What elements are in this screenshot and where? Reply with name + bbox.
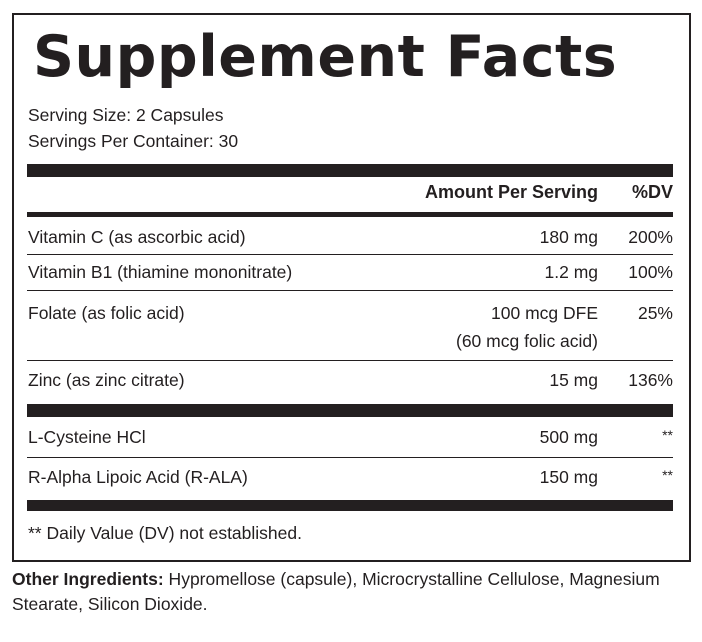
serving-size: Serving Size: 2 Capsules xyxy=(28,105,224,125)
nutrient-dv: 100% xyxy=(628,262,673,282)
nutrient-amount: 15 mg xyxy=(549,370,598,390)
row-divider xyxy=(27,457,673,458)
nutrient-dv: 136% xyxy=(628,370,673,390)
nutrient-name: L-Cysteine HCl xyxy=(28,427,146,447)
nutrient-amount-detail: (60 mcg folic acid) xyxy=(456,331,598,351)
thick-divider xyxy=(27,404,673,417)
nutrient-name: Folate (as folic acid) xyxy=(28,303,185,323)
nutrient-amount: 100 mcg DFE xyxy=(491,303,598,323)
nutrient-name: Vitamin B1 (thiamine mononitrate) xyxy=(28,262,293,282)
nutrient-dv: ** xyxy=(662,427,673,443)
supplement-facts-panel xyxy=(12,13,691,562)
other-ingredients-label: Other Ingredients: xyxy=(12,569,164,589)
nutrient-name: Vitamin C (as ascorbic acid) xyxy=(28,227,246,247)
nutrient-dv: ** xyxy=(662,467,673,483)
other-ingredients-text: Hypromellose (capsule), Microcrystalline… xyxy=(12,569,660,614)
thick-divider xyxy=(27,500,673,511)
nutrient-dv: 25% xyxy=(637,303,673,323)
thick-divider xyxy=(27,164,673,177)
nutrient-amount: 1.2 mg xyxy=(544,262,599,282)
other-ingredients: Other Ingredients: Hypromellose (capsule… xyxy=(12,567,692,617)
nutrient-amount: 180 mg xyxy=(539,227,598,247)
panel-title: Supplement Facts xyxy=(33,24,618,90)
row-divider xyxy=(27,360,673,361)
header-divider xyxy=(27,212,673,217)
servings-per-container: Servings Per Container: 30 xyxy=(28,131,239,151)
nutrient-name: Zinc (as zinc citrate) xyxy=(28,370,185,390)
dv-header: %DV xyxy=(631,182,673,202)
nutrient-dv: 200% xyxy=(628,227,673,247)
row-divider xyxy=(27,254,673,255)
nutrient-amount: 150 mg xyxy=(539,467,598,487)
amount-header: Amount Per Serving xyxy=(424,182,598,202)
nutrient-name: R-Alpha Lipoic Acid (R-ALA) xyxy=(28,467,248,487)
nutrient-amount: 500 mg xyxy=(539,427,598,447)
row-divider xyxy=(27,290,673,291)
footnote: ** Daily Value (DV) not established. xyxy=(28,523,302,543)
